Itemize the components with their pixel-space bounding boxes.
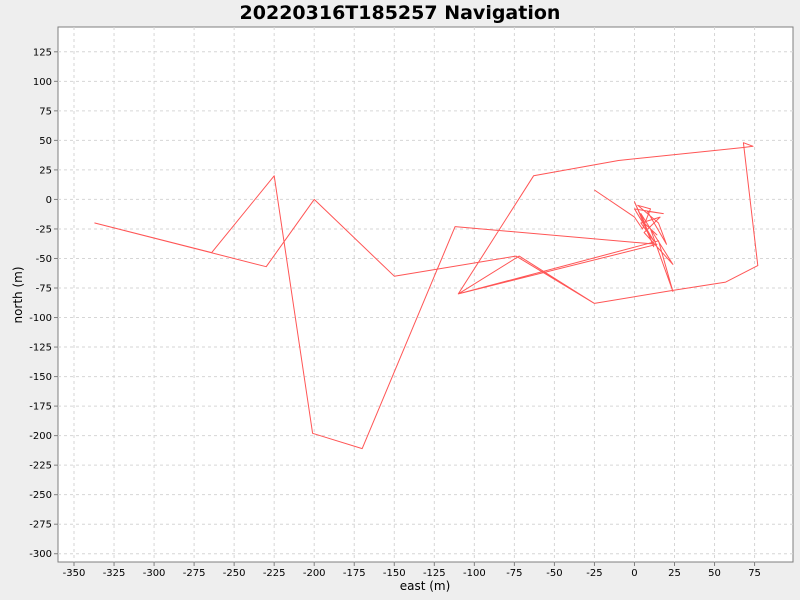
x-tick-label: -75 — [506, 568, 522, 579]
x-axis-label: east (m) — [400, 579, 451, 593]
x-tick-label: -250 — [223, 568, 246, 579]
grid-lines — [58, 27, 793, 562]
y-tick-label: 75 — [39, 106, 52, 117]
y-tick-label: -75 — [36, 284, 52, 295]
x-tick-label: 0 — [631, 568, 637, 579]
x-tick-label: -25 — [586, 568, 602, 579]
y-tick-label: -175 — [29, 402, 52, 413]
y-tick-label: 100 — [33, 77, 52, 88]
x-tick-label: -200 — [303, 568, 326, 579]
y-tick-label: -100 — [29, 313, 52, 324]
track-line-0 — [94, 142, 759, 450]
y-tick-label: -150 — [29, 372, 52, 383]
y-tick-label: -125 — [29, 343, 52, 354]
x-tick-label: -325 — [103, 568, 126, 579]
y-tick-label: -250 — [29, 490, 52, 501]
y-tick-label: 25 — [39, 165, 52, 176]
y-tick-label: -275 — [29, 520, 52, 531]
y-tick-label: 125 — [33, 47, 52, 58]
x-tick-label: -275 — [183, 568, 206, 579]
y-tick-label: -50 — [36, 254, 52, 265]
y-tick-label: -25 — [36, 224, 52, 235]
x-tick-label: -125 — [423, 568, 446, 579]
x-tick-label: -50 — [546, 568, 562, 579]
x-tick-label: -350 — [63, 568, 86, 579]
y-tick-label: -300 — [29, 549, 52, 560]
y-tick-label: 0 — [46, 195, 52, 206]
x-tick-label: -100 — [463, 568, 486, 579]
series-layer — [94, 142, 759, 450]
plot-area — [57, 26, 794, 563]
x-tick-label: 50 — [708, 568, 721, 579]
x-tick-label: 75 — [748, 568, 761, 579]
x-tick-label: -150 — [383, 568, 406, 579]
y-tick-label: -200 — [29, 431, 52, 442]
x-tick-label: -175 — [343, 568, 366, 579]
y-tick-label: 50 — [39, 136, 52, 147]
axis-ticks: -350 -325 -300 -275 -250 -225 -200 -175 -150 -125… — [29, 47, 761, 579]
chart-title: 20220316T185257 Navigation — [240, 2, 561, 24]
x-tick-label: -300 — [143, 568, 166, 579]
x-tick-label: -225 — [263, 568, 286, 579]
x-tick-label: 25 — [668, 568, 681, 579]
y-tick-label: -225 — [29, 461, 52, 472]
y-axis-label: north (m) — [11, 266, 25, 323]
